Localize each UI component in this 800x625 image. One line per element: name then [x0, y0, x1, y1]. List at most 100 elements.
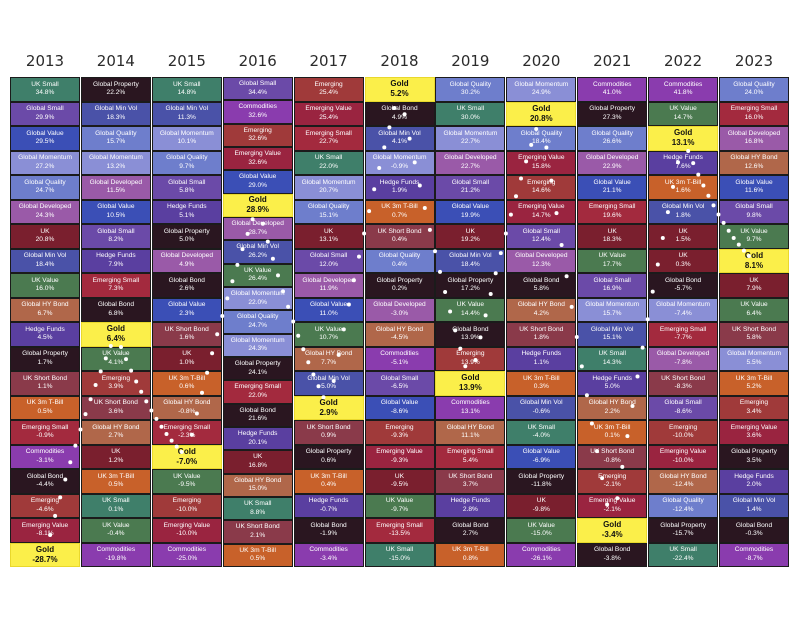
cell-name: Emerging Small [163, 423, 211, 431]
cell-name: Hedge Funds [167, 203, 207, 211]
cell-value: 0.1% [108, 505, 124, 513]
year-label-2020: 2020 [522, 52, 561, 70]
cell-value: -9.3% [390, 432, 409, 440]
cell-name: Hedge Funds [237, 430, 278, 438]
cell-name: UK Small [31, 80, 59, 88]
cell-2013-global-min-vol: Global Min Vol 18.4% [10, 248, 80, 273]
cell-2014-uk: UK 1.2% [80, 444, 151, 469]
cell-value: 0.1% [604, 432, 620, 440]
cell-name: UK [182, 350, 192, 358]
cell-2017-global-small: Global Small 12.0% [293, 248, 364, 273]
cell-2016-uk-value: UK Value 26.4% [222, 263, 293, 287]
cell-2021-global-hy-bond: Global HY Bond 2.2% [577, 395, 648, 420]
cell-value: 6.8% [108, 309, 124, 317]
cell-2014-emerging: Emerging 3.9% [80, 371, 151, 396]
cell-name: Global Value [380, 399, 419, 407]
cell-name: Global Momentum [585, 301, 640, 309]
cell-name: Global HY Bond [92, 423, 140, 431]
cell-2015-global-hy-bond: Global HY Bond -0.8% [151, 395, 222, 420]
cell-name: Global Value [97, 203, 135, 211]
cell-value: 5.8% [179, 187, 195, 195]
cell-name: UK 3m T-Bill [97, 472, 135, 480]
cell-name: Global HY Bond [375, 325, 424, 333]
cell-value: -6.9% [532, 456, 550, 464]
cell-name: Commodities [167, 546, 207, 554]
cell-value: 5.0% [179, 236, 195, 244]
cell-value: -2.1% [603, 481, 621, 489]
cell-2023-global-value: Global Value 11.6% [719, 175, 789, 200]
cell-2017-global-value: Global Value 11.0% [293, 297, 364, 322]
cell-name: Global Momentum [88, 154, 143, 162]
cell-value: 24.3% [35, 211, 55, 219]
cell-value: -1.9% [319, 530, 338, 538]
cell-value: 13.1% [461, 407, 480, 415]
cell-name: UK Short Bond [377, 227, 422, 235]
cell-2019-uk: UK 19.2% [435, 224, 506, 249]
cell-name: UK Value [31, 276, 59, 284]
cell-2022-global-property: Global Property -15.7% [648, 518, 719, 543]
cell-value: -8.3% [674, 383, 692, 391]
cell-2020-emerging: Emerging 14.6% [506, 175, 577, 200]
cell-value: -0.8% [603, 456, 621, 464]
cell-2021-global-small: Global Small 16.9% [577, 273, 648, 298]
cell-value: 15.1% [319, 211, 338, 219]
cell-2023-uk-value: UK Value 9.7% [719, 224, 789, 249]
cell-2017-global-hy-bond: Global HY Bond 7.7% [293, 346, 364, 371]
cell-value: 2.6% [179, 285, 195, 293]
cell-value: 0.6% [321, 456, 337, 464]
cell-value: 0.7% [391, 211, 408, 219]
cell-2013-emerging-value: Emerging Value -8.1% [10, 518, 80, 543]
cell-name: Global Property [518, 472, 565, 480]
cell-value: -0.7% [319, 505, 338, 513]
cell-name: Global Developed [444, 154, 497, 162]
cell-value: -3.1% [36, 456, 54, 464]
cell-2014-global-small: Global Small 8.2% [80, 224, 151, 249]
cell-value: 15.8% [531, 162, 551, 170]
cell-value: 4.1% [108, 358, 124, 366]
cell-name: Emerging Value [163, 521, 211, 529]
cell-value: 24.0% [744, 89, 764, 97]
cell-value: -12.4% [672, 481, 694, 489]
cell-name: Global Min Vol [23, 252, 67, 260]
cell-2014-global-bond: Global Bond 6.8% [80, 297, 151, 322]
cell-2018-uk-value: UK Value -9.7% [364, 493, 435, 518]
cell-2018-commodities: Commodities -5.1% [364, 346, 435, 371]
cell-value: -10.0% [672, 456, 694, 464]
cell-name: Hedge Funds [450, 497, 491, 505]
cell-name: Emerging Small [234, 383, 281, 391]
cell-value: 5.2% [390, 89, 409, 99]
cell-2021-global-bond: Global Bond -3.8% [577, 542, 648, 567]
cell-name: Global Momentum [18, 154, 72, 162]
cell-name: Global Property [22, 350, 68, 358]
cell-name: Global Min Vol [307, 374, 350, 382]
cell-2015-gold: Gold -7.0% [151, 444, 222, 469]
cell-2013-uk-small: UK Small 34.8% [10, 77, 80, 102]
cell-value: 14.4% [461, 309, 480, 317]
cell-value: -3.4% [601, 530, 623, 540]
cell-2021-emerging: Emerging -2.1% [577, 469, 648, 494]
cell-2015-global-min-vol: Global Min Vol 11.3% [151, 101, 222, 126]
cell-2019-uk-value: UK Value 14.4% [435, 297, 506, 322]
cell-2015-global-developed: Global Developed 4.9% [151, 248, 222, 273]
cell-name: Global Small [97, 227, 135, 235]
cell-name: Global Property [660, 521, 706, 529]
cell-value: 14.3% [602, 358, 622, 366]
cell-value: -12.4% [672, 505, 694, 513]
cell-value: 0.6% [179, 383, 195, 391]
cell-2022-emerging-value: Emerging Value -10.0% [648, 444, 719, 469]
cell-name: UK 3m T-Bill [523, 374, 560, 382]
cell-2022-hedge-funds: Hedge Funds 7.6% [648, 150, 719, 175]
cell-value: 5.4% [462, 456, 478, 464]
cell-2021-global-developed: Global Developed 22.9% [577, 150, 648, 175]
cell-value: -7.0% [176, 456, 198, 466]
cell-name: Gold [744, 250, 764, 260]
cell-2017-uk-value: UK Value 10.7% [293, 322, 364, 347]
cell-name: Global Bond [523, 276, 560, 284]
cell-name: UK [678, 227, 688, 235]
cell-name: UK [253, 453, 263, 461]
cell-name: UK 3m T-Bill [168, 374, 206, 382]
cell-2018-global-quality: Global Quality 0.4% [364, 248, 435, 273]
cell-name: Global Momentum [443, 129, 498, 137]
cell-value: -7.7% [674, 334, 692, 342]
cell-value: 1.8% [675, 211, 691, 219]
